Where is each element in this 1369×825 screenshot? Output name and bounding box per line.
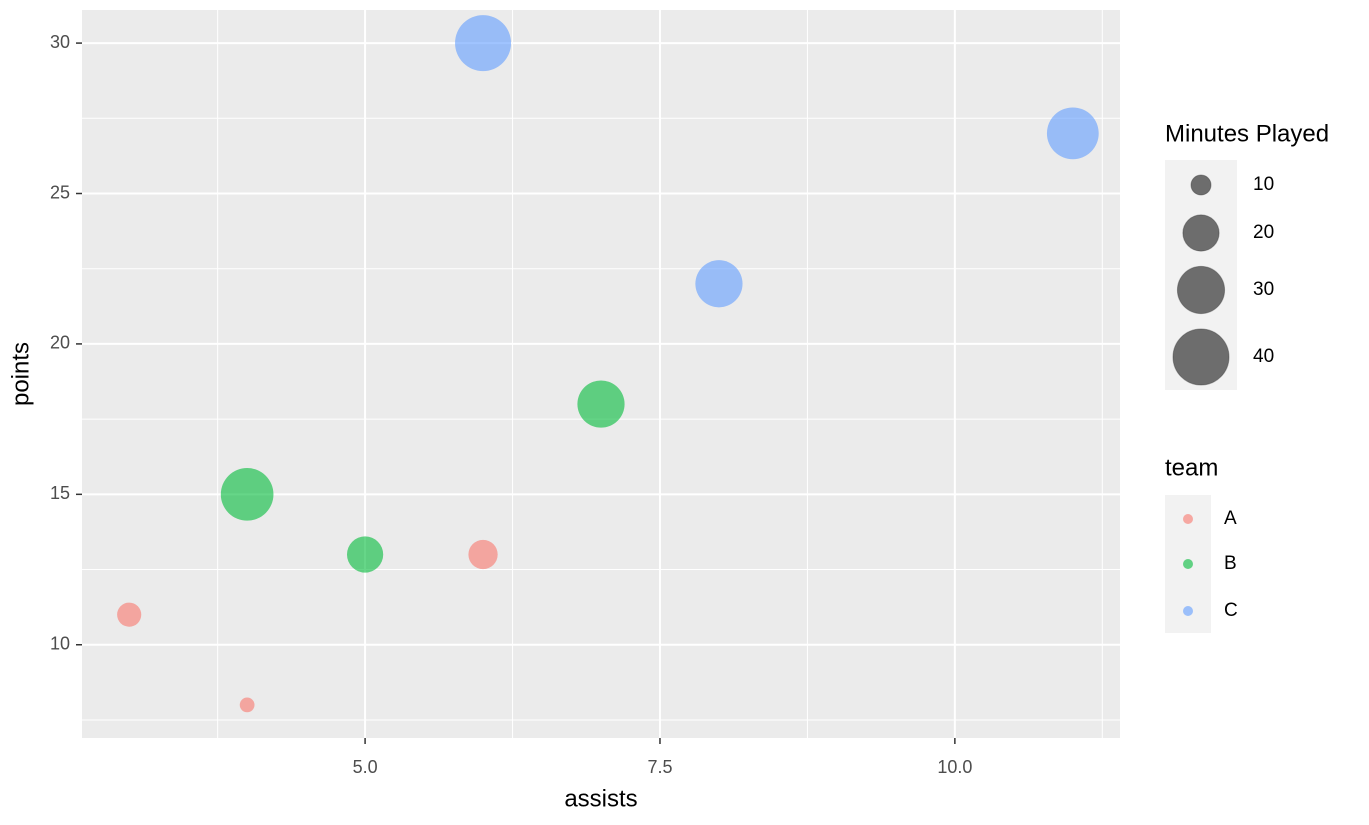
bubble [220, 468, 274, 521]
size-legend-label: 20 [1253, 222, 1274, 243]
y-axis-title: points [7, 342, 34, 406]
x-tick-label: 10.0 [937, 757, 972, 777]
size-legend-key [1176, 265, 1226, 315]
color-legend-label: A [1224, 508, 1237, 529]
x-axis-title: assists [564, 785, 637, 812]
y-tick-label: 15 [50, 483, 70, 503]
panel [82, 10, 1120, 738]
y-tick-label: 25 [50, 182, 70, 202]
size-legend-key [1182, 214, 1220, 252]
color-legend-key [1183, 559, 1193, 569]
size-legend-title: Minutes Played [1165, 120, 1329, 147]
bubble [468, 539, 498, 570]
size-legend-key [1190, 174, 1212, 196]
bubble [577, 380, 625, 428]
y-tick-label: 10 [50, 633, 70, 653]
x-tick-label: 5.0 [353, 757, 378, 777]
color-legend-label: B [1224, 553, 1237, 574]
bubble [346, 536, 384, 573]
color-legend-title: team [1165, 454, 1218, 481]
bubble [239, 697, 255, 713]
size-legend-label: 10 [1253, 174, 1274, 195]
bubble [695, 260, 743, 308]
bubble [1046, 107, 1099, 160]
x-tick-label: 7.5 [647, 757, 672, 777]
color-legend-key [1183, 514, 1193, 524]
bubble [455, 15, 512, 72]
size-legend-label: 30 [1253, 279, 1274, 300]
y-tick-label: 20 [50, 333, 70, 353]
color-legend-label: C [1224, 600, 1238, 621]
size-legend-key [1172, 328, 1230, 386]
size-legend-label: 40 [1253, 346, 1274, 367]
bubble [117, 602, 142, 627]
y-tick-label: 30 [50, 32, 70, 52]
color-legend-key [1183, 606, 1193, 616]
